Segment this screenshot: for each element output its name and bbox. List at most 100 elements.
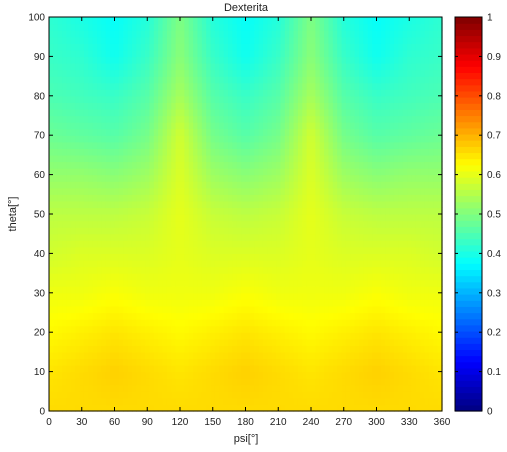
heatmap-cell (407, 273, 413, 281)
heatmap-cell (193, 148, 199, 156)
heatmap-cell (420, 69, 426, 77)
heatmap-cell (271, 391, 277, 399)
heatmap-cell (193, 391, 199, 399)
heatmap-cell (236, 371, 242, 379)
heatmap-cell (249, 259, 255, 268)
heatmap-cell (140, 187, 146, 195)
heatmap-cell (311, 378, 316, 386)
heatmap-cell (66, 148, 72, 156)
heatmap-cell (354, 345, 360, 353)
heatmap-cell (424, 181, 430, 189)
heatmap-cell (389, 319, 395, 327)
heatmap-cell (66, 240, 72, 248)
heatmap-cell (219, 305, 225, 314)
heatmap-cell (350, 365, 356, 373)
heatmap-cell (376, 305, 382, 314)
heatmap-cell (311, 319, 316, 327)
heatmap-cell (311, 371, 316, 379)
heatmap-cell (201, 253, 207, 261)
heatmap-cell (210, 371, 216, 379)
heatmap-cell (245, 89, 251, 97)
heatmap-cell (271, 332, 277, 340)
heatmap-cell (223, 128, 229, 136)
heatmap-cell (62, 305, 68, 314)
heatmap-cell (123, 56, 129, 64)
heatmap-cell (319, 122, 325, 130)
heatmap-cell (363, 227, 369, 235)
heatmap-cell (389, 82, 395, 90)
heatmap-cell (105, 95, 111, 103)
heatmap-cell (197, 332, 203, 340)
heatmap-cell (210, 214, 216, 222)
heatmap-cell (140, 56, 146, 64)
heatmap-cell (319, 345, 325, 353)
heatmap-cell (118, 351, 124, 360)
heatmap-cell (162, 332, 168, 340)
heatmap-cell (424, 391, 430, 399)
heatmap-cell (153, 233, 159, 241)
heatmap-cell (136, 214, 142, 222)
heatmap-cell (350, 135, 356, 143)
heatmap-cell (284, 351, 290, 360)
heatmap-cell (297, 397, 303, 406)
heatmap-cell (149, 148, 155, 156)
heatmap-cell (70, 154, 76, 163)
heatmap-cell (114, 128, 120, 136)
heatmap-cell (402, 141, 408, 149)
heatmap-cell (262, 358, 268, 366)
heatmap-cell (407, 253, 413, 261)
heatmap-cell (363, 319, 369, 327)
heatmap-cell (118, 108, 124, 117)
heatmap-cell (271, 187, 277, 195)
heatmap-cell (223, 200, 229, 209)
heatmap-cell (363, 286, 369, 294)
heatmap-cell (232, 253, 238, 261)
heatmap-cell (153, 43, 159, 51)
heatmap-cell (315, 365, 321, 373)
heatmap-cell (293, 62, 299, 71)
heatmap-cell (105, 371, 111, 379)
heatmap-cell (372, 319, 378, 327)
heatmap-cell (389, 200, 395, 209)
heatmap-cell (271, 220, 277, 228)
heatmap-cell (88, 233, 94, 241)
heatmap-cell (158, 200, 164, 209)
heatmap-cell (367, 214, 373, 222)
heatmap-cell (254, 207, 260, 215)
heatmap-cell (201, 305, 207, 314)
heatmap-cell (140, 207, 146, 215)
heatmap-cell (241, 76, 247, 84)
heatmap-cell (363, 128, 369, 136)
heatmap-cell (402, 154, 408, 163)
heatmap-cell (293, 351, 299, 360)
heatmap-cell (228, 141, 234, 149)
heatmap-cell (350, 102, 356, 110)
heatmap-cell (83, 240, 89, 248)
heatmap-cell (105, 384, 111, 392)
heatmap-cell (345, 279, 351, 287)
heatmap-cell (254, 187, 260, 195)
heatmap-cell (149, 325, 155, 333)
heatmap-cell (66, 266, 72, 274)
heatmap-cell (223, 214, 229, 222)
heatmap-cell (262, 319, 268, 327)
heatmap-cell (245, 69, 251, 77)
heatmap-cell (75, 194, 81, 202)
heatmap-cell (228, 161, 234, 169)
heatmap-cell (70, 345, 76, 353)
heatmap-cell (162, 115, 168, 123)
heatmap-cell (424, 187, 430, 195)
heatmap-cell (367, 397, 373, 406)
heatmap-cell (110, 89, 116, 97)
heatmap-cell (127, 187, 133, 195)
heatmap-cell (57, 95, 63, 103)
heatmap-cell (79, 273, 85, 281)
heatmap-cell (193, 128, 199, 136)
heatmap-cell (97, 397, 103, 406)
heatmap-cell (180, 246, 185, 255)
heatmap-cell (79, 266, 85, 274)
heatmap-cell (83, 95, 89, 103)
heatmap-cell (315, 273, 321, 281)
heatmap-cell (75, 220, 81, 228)
heatmap-cell (214, 115, 220, 123)
